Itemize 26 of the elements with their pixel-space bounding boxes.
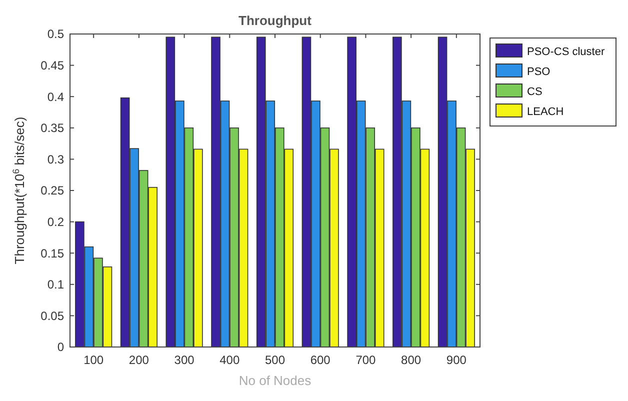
y-tick-label: 0.25 [40, 184, 64, 198]
y-tick-label: 0.15 [40, 246, 64, 260]
y-tick-label: 0.1 [47, 278, 64, 292]
y-tick-label: 0 [57, 340, 64, 354]
y-tick-label: 0.5 [47, 27, 64, 42]
x-tick-label: 700 [356, 353, 376, 367]
x-tick-label: 400 [220, 353, 240, 367]
legend-label: PSO-CS cluster [527, 46, 605, 58]
y-tick-label: 0.45 [40, 58, 64, 72]
x-tick-label: 100 [84, 353, 104, 367]
x-tick-label: 600 [310, 353, 331, 367]
y-tick-label: 0.3 [47, 152, 64, 166]
x-axis-title: No of Nodes [238, 373, 312, 388]
x-tick-label: 500 [264, 353, 286, 367]
x-tick-label: 300 [174, 353, 195, 367]
y-tick-label: 0.4 [47, 90, 64, 104]
legend-label: CS [527, 86, 542, 98]
x-tick-label: 200 [128, 353, 150, 367]
x-tick-label: 900 [446, 353, 467, 367]
chart-title: Throughput [238, 13, 312, 28]
x-tick-label: 800 [401, 353, 422, 367]
y-tick-label: 0.05 [40, 308, 64, 323]
y-tick-label: 0.2 [47, 215, 64, 229]
legend-label: PSO [527, 66, 551, 78]
y-tick-label: 0.35 [40, 121, 64, 136]
legend-label: LEACH [527, 106, 564, 118]
